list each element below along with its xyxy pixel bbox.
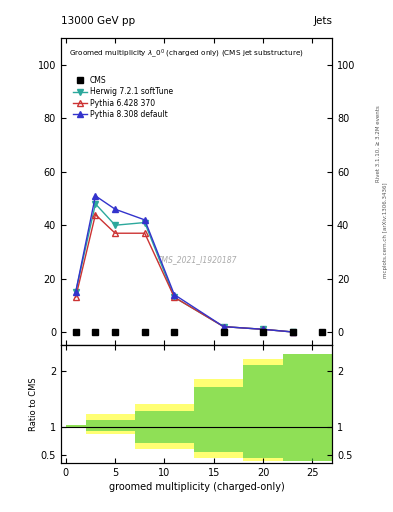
CMS [142,329,147,335]
Herwig 7.2.1 softTune [73,289,78,295]
Text: mcplots.cern.ch [arXiv:1306.3436]: mcplots.cern.ch [arXiv:1306.3436] [383,183,387,278]
Pythia 8.308 default [113,206,118,212]
Herwig 7.2.1 softTune [142,220,147,226]
CMS [290,329,295,335]
Pythia 8.308 default [261,326,265,332]
Pythia 8.308 default [73,289,78,295]
Herwig 7.2.1 softTune [93,201,98,207]
Pythia 6.428 370 [73,294,78,301]
CMS [261,329,265,335]
Herwig 7.2.1 softTune [261,326,265,332]
Pythia 6.428 370 [172,294,177,301]
Pythia 6.428 370 [261,326,265,332]
CMS [221,329,226,335]
Legend: CMS, Herwig 7.2.1 softTune, Pythia 6.428 370, Pythia 8.308 default: CMS, Herwig 7.2.1 softTune, Pythia 6.428… [70,73,176,122]
Pythia 8.308 default [221,324,226,330]
Text: Jets: Jets [313,15,332,26]
Text: Rivet 3.1.10, ≥ 3.2M events: Rivet 3.1.10, ≥ 3.2M events [376,105,380,182]
CMS [113,329,118,335]
CMS [172,329,177,335]
CMS [93,329,98,335]
CMS [73,329,78,335]
Line: Herwig 7.2.1 softTune: Herwig 7.2.1 softTune [73,201,296,335]
Herwig 7.2.1 softTune [113,222,118,228]
Line: CMS: CMS [73,329,325,335]
Pythia 8.308 default [290,329,295,335]
Pythia 6.428 370 [221,324,226,330]
Text: Groomed multiplicity $\lambda\_0^0$ (charged only) (CMS jet substructure): Groomed multiplicity $\lambda\_0^0$ (cha… [69,48,304,60]
Herwig 7.2.1 softTune [221,324,226,330]
Y-axis label: Ratio to CMS: Ratio to CMS [29,377,38,431]
Pythia 6.428 370 [93,211,98,218]
Line: Pythia 8.308 default: Pythia 8.308 default [73,193,296,335]
Pythia 6.428 370 [142,230,147,237]
Text: 13000 GeV pp: 13000 GeV pp [61,15,135,26]
Pythia 6.428 370 [113,230,118,237]
X-axis label: groomed multiplicity (charged-only): groomed multiplicity (charged-only) [108,482,285,493]
Herwig 7.2.1 softTune [172,294,177,301]
Pythia 8.308 default [172,291,177,297]
Herwig 7.2.1 softTune [290,329,295,335]
Text: CMS_2021_I1920187: CMS_2021_I1920187 [156,255,237,264]
Line: Pythia 6.428 370: Pythia 6.428 370 [73,212,296,335]
Pythia 8.308 default [93,193,98,199]
CMS [320,329,325,335]
Pythia 8.308 default [142,217,147,223]
Pythia 6.428 370 [290,329,295,335]
